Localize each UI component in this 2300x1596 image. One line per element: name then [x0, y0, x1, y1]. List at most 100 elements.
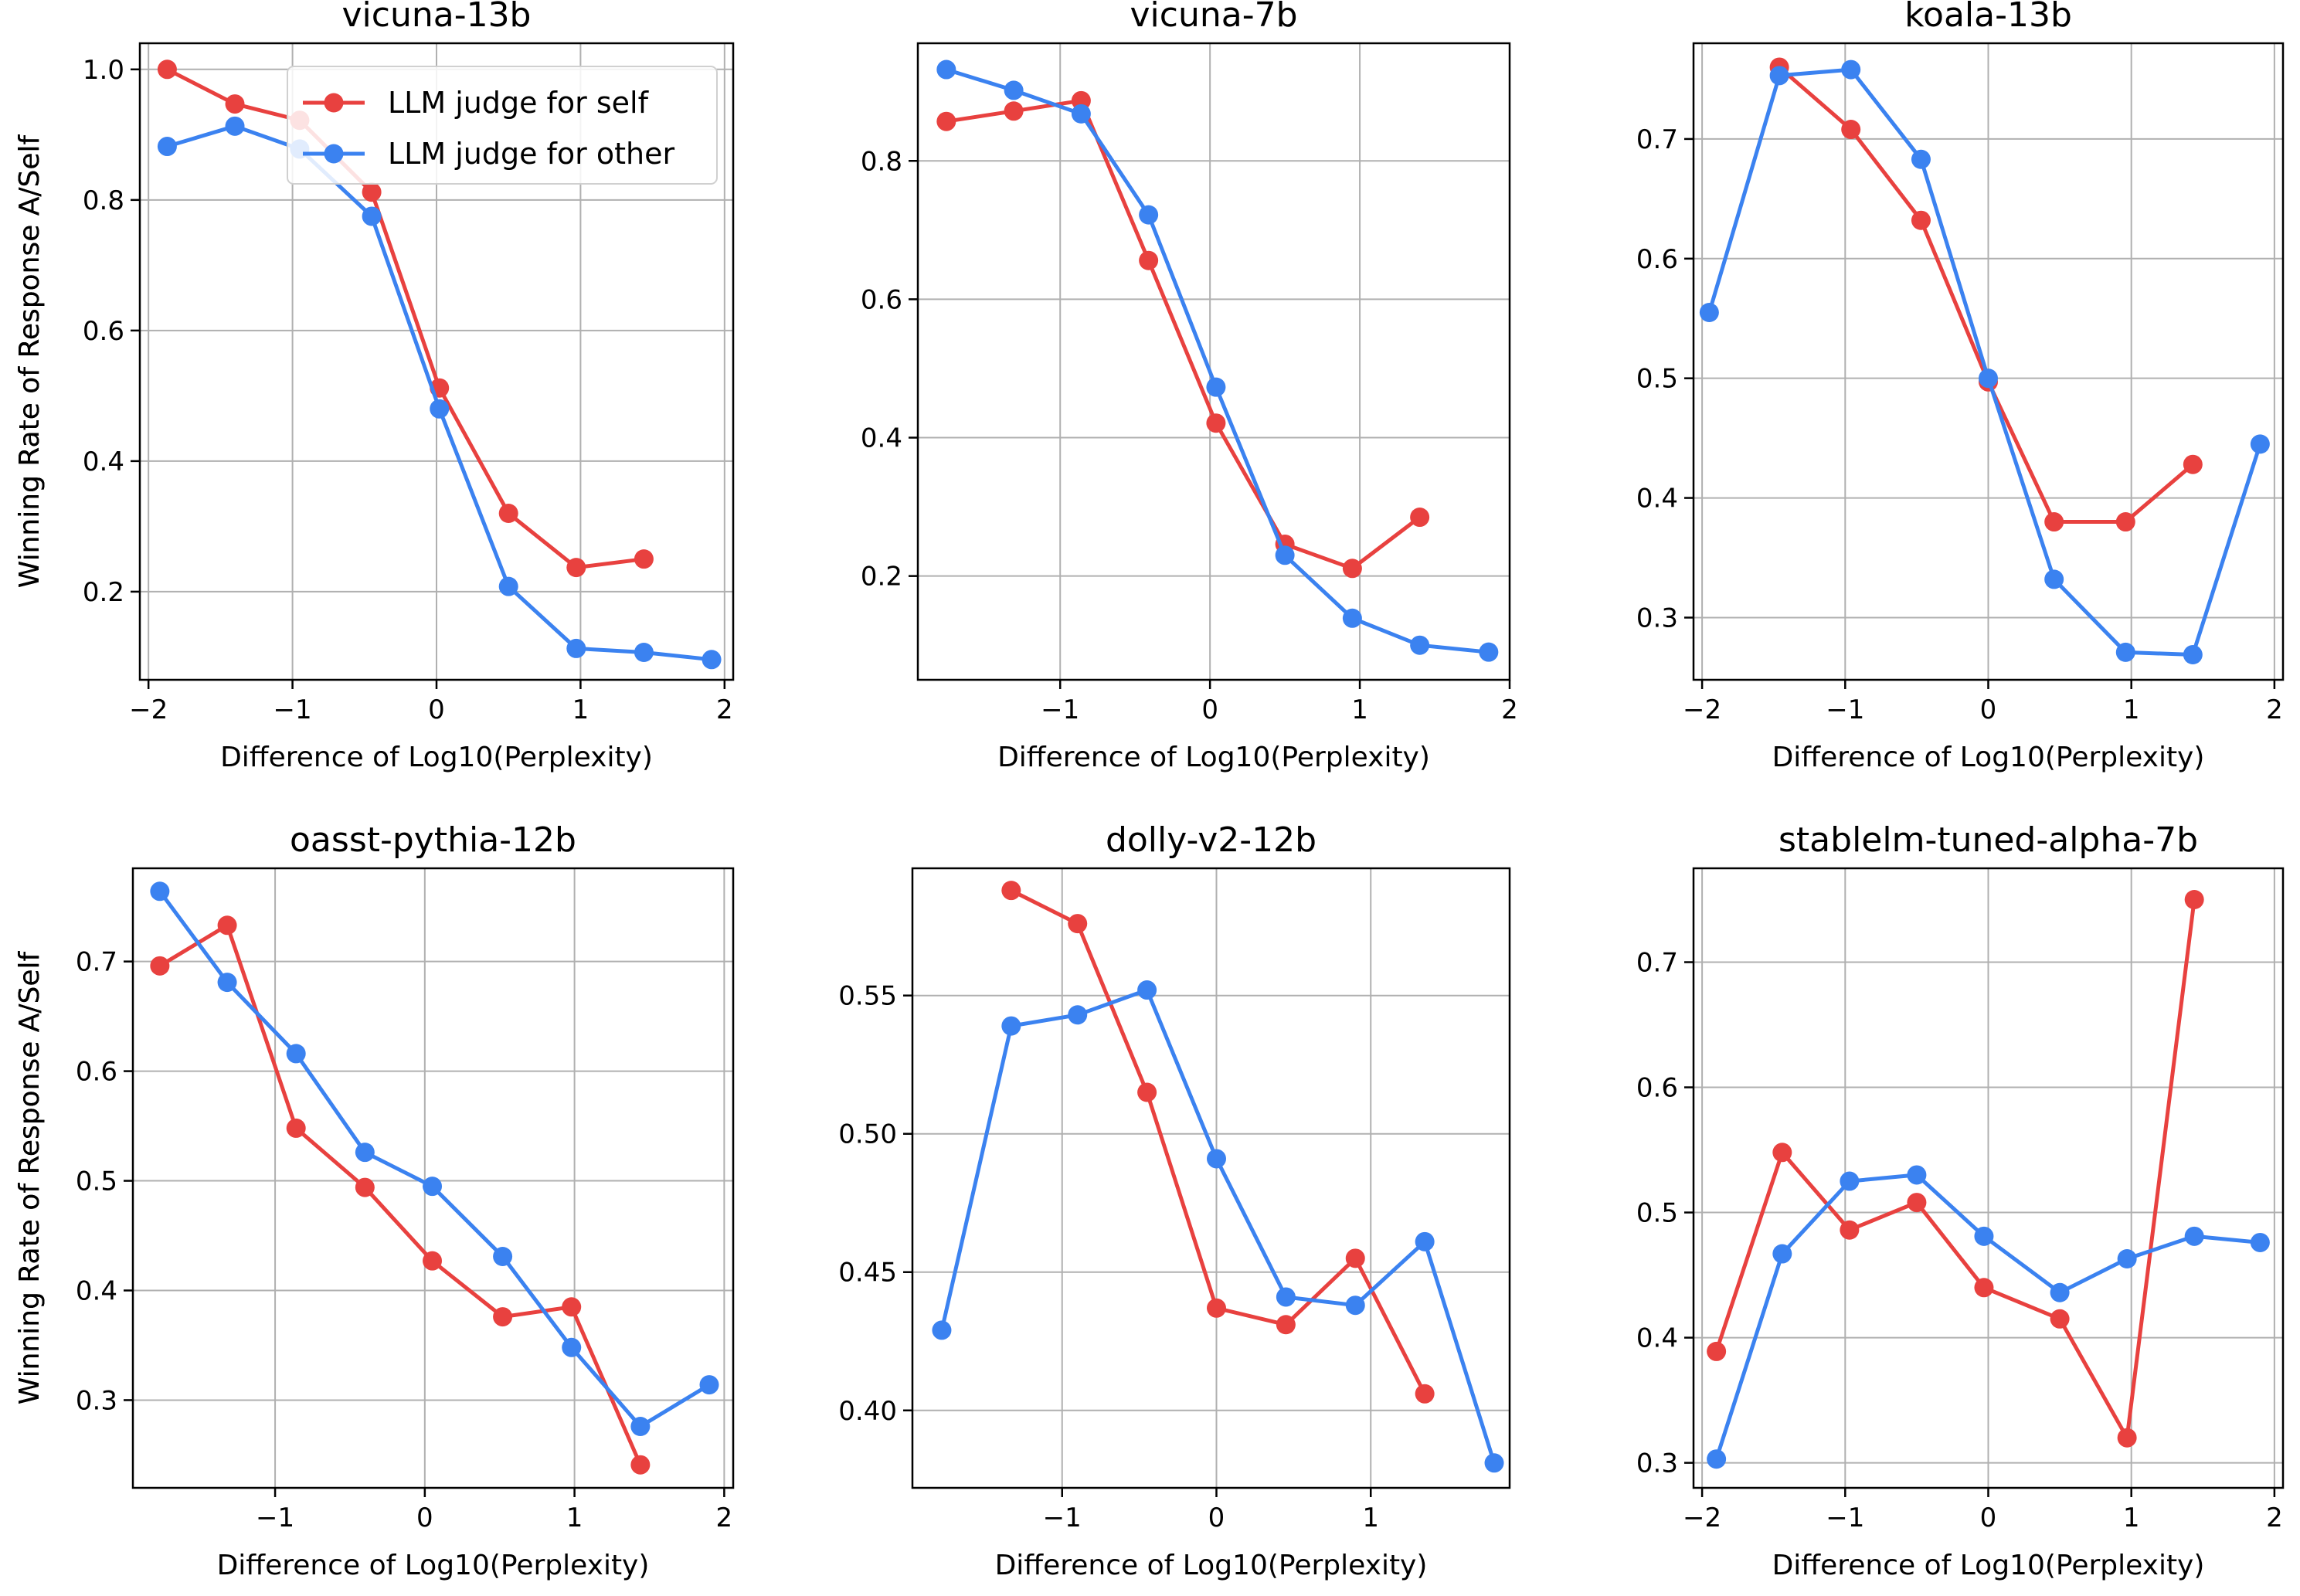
series-line-self [166, 67, 644, 570]
x-tick-label: 0 [416, 1503, 433, 1533]
y-axis-label: Winning Rate of Response A/Self [14, 134, 46, 588]
data-point-other [1275, 545, 1295, 565]
data-point-self [423, 1251, 443, 1271]
data-point-self [634, 549, 654, 569]
y-tick-label: 0.5 [1636, 364, 1678, 395]
data-point-other [566, 638, 586, 658]
y-tick-label: 0.8 [861, 146, 902, 177]
data-point-other [1276, 1287, 1296, 1307]
series-line-other [1707, 67, 2262, 657]
y-tick-label: 0.3 [1636, 1448, 1678, 1479]
y-tick-label: 0.4 [1636, 484, 1678, 514]
data-point-other [498, 576, 518, 596]
data-point-self [2117, 1428, 2137, 1448]
x-tick-label: 2 [1501, 694, 1518, 725]
x-tick-label: −1 [256, 1503, 294, 1533]
x-tick-label: −1 [1043, 1503, 1082, 1533]
x-tick-label: 2 [2266, 694, 2283, 725]
x-axis-label: Difference of Log10(Perplexity) [995, 1550, 1428, 1581]
data-point-other [936, 59, 956, 80]
y-tick-label: 0.5 [76, 1166, 117, 1197]
legend-label-self: LLM judge for self [388, 86, 650, 120]
data-point-other [157, 137, 177, 157]
data-point-other [362, 206, 382, 226]
x-tick-label: 0 [1208, 1503, 1225, 1533]
x-tick-label: 1 [566, 1503, 583, 1533]
plot-frame [911, 867, 1511, 1489]
x-tick-label: 1 [1351, 694, 1368, 725]
data-point-other [932, 1320, 952, 1340]
plot-frame [131, 867, 735, 1489]
data-point-self [1911, 210, 1931, 230]
legend-marker-self [324, 93, 344, 113]
chart-panel-5: −1 0 10.400.450.500.55dolly-v2-12bDifferen… [14, 820, 1511, 1581]
y-tick-label: 0.3 [1636, 603, 1678, 633]
data-point-other [1769, 66, 1789, 86]
x-tick-label: 2 [2266, 1503, 2283, 1533]
data-point-other [1772, 1244, 1792, 1264]
data-point-self [362, 182, 382, 202]
y-tick-label: 0.6 [76, 1057, 117, 1088]
data-point-other [699, 1375, 719, 1395]
x-tick-label: 2 [716, 1503, 733, 1533]
data-point-other [1001, 1016, 1021, 1036]
x-tick-label: 1 [1362, 1503, 1379, 1533]
y-tick-label: 0.6 [1636, 244, 1678, 275]
data-point-self [1139, 250, 1159, 270]
data-point-self [1907, 1193, 1927, 1213]
data-point-other [2117, 1249, 2137, 1269]
data-point-self [1410, 508, 1430, 528]
data-point-self [1415, 1384, 1435, 1404]
y-tick-label: 0.7 [76, 947, 117, 978]
data-point-self [566, 558, 586, 578]
data-point-self [355, 1177, 375, 1197]
x-tick-label: 1 [572, 694, 589, 725]
plot-frame [916, 42, 1511, 681]
x-tick-label: −1 [1041, 694, 1079, 725]
x-tick-label: −2 [1683, 1503, 1721, 1533]
data-point-other [225, 116, 245, 136]
x-axis-label: Difference of Log10(Perplexity) [1772, 1550, 2205, 1581]
data-point-other [2050, 1282, 2070, 1302]
x-tick-label: 1 [2123, 1503, 2140, 1533]
data-point-other [562, 1337, 582, 1357]
data-point-other [2183, 644, 2203, 664]
data-point-other [217, 973, 237, 993]
y-tick-label: 0.8 [83, 185, 124, 216]
y-axis-label: Winning Rate of Response A/Self [14, 134, 46, 588]
chart-panel-2: −1 0 1 2 0.2 0.4 0.6 0.8 vicuna-7b Difference of … [14, 0, 1518, 773]
legend-marker-other [324, 144, 344, 164]
legend: LLM judge for self LLM judge for other [287, 66, 718, 185]
y-axis-label: Winning Rate of Response A/Self [14, 950, 46, 1404]
series-line-self [946, 98, 1422, 571]
x-axis-label: Difference of Log10(Perplexity) [997, 742, 1430, 773]
data-point-self [498, 503, 518, 523]
y-tick-label: 0.4 [861, 423, 902, 454]
data-point-other [1841, 59, 1861, 80]
data-point-other [493, 1246, 513, 1266]
x-tick-label: 0 [1980, 1503, 1997, 1533]
data-point-other [1484, 1453, 1504, 1473]
data-point-other [1911, 149, 1931, 169]
data-point-other [2115, 642, 2135, 662]
data-point-self [1001, 881, 1021, 901]
y-tick-label: 0.6 [1636, 1073, 1678, 1104]
data-point-self [150, 956, 170, 976]
legend-label-other: LLM judge for other [388, 137, 674, 171]
data-point-self [1707, 1341, 1727, 1361]
data-point-other [2044, 569, 2064, 589]
data-point-other [430, 399, 450, 419]
chart-title: vicuna-7b [1130, 0, 1298, 35]
data-point-other [1699, 302, 1719, 322]
y-tick-label: 1.0 [83, 55, 124, 86]
y-tick-label: 0.4 [83, 447, 124, 477]
chart-panel-4: −1 0 1 2 0.3 0.4 0.5 0.6 0.7 oasst-pythia-12b Diff… [14, 820, 735, 1581]
data-point-self [1974, 1278, 1994, 1298]
data-point-other [2250, 434, 2270, 454]
y-tick-label: 0.2 [83, 577, 124, 608]
data-point-self [1840, 1220, 1860, 1240]
data-point-other [1410, 635, 1430, 655]
data-point-other [1907, 1165, 1927, 1185]
y-tick-label: 0.4 [1636, 1323, 1678, 1354]
data-point-self [1137, 1082, 1157, 1102]
